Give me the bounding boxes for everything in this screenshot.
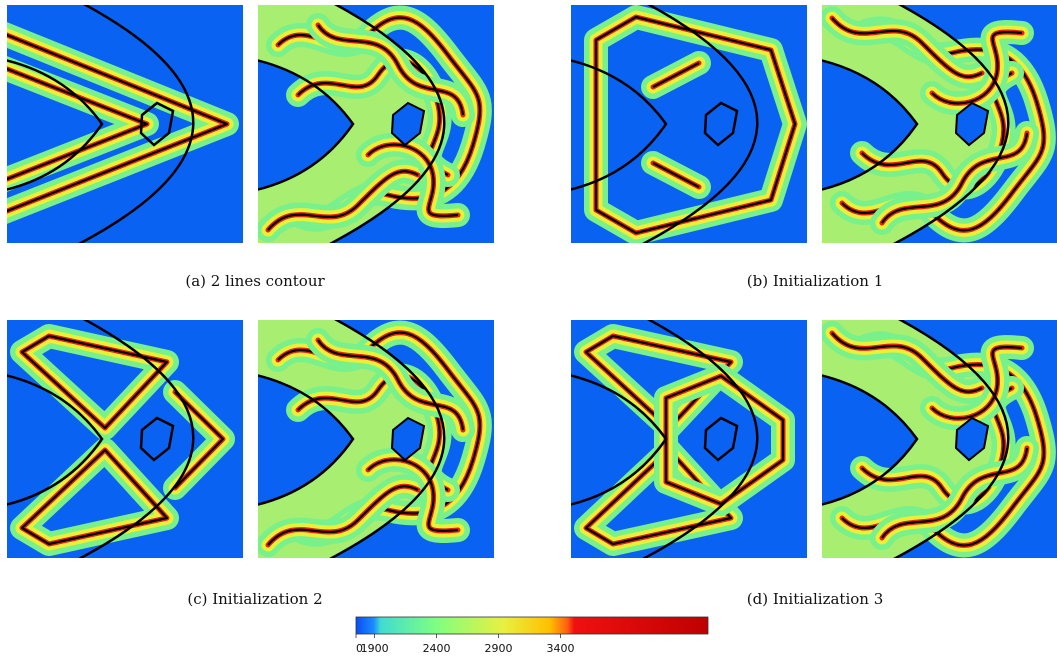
contour (584, 448, 733, 546)
hole (954, 416, 990, 462)
inner-boundary (571, 59, 668, 191)
inner-boundary (571, 374, 668, 506)
colorbar-tick-label: 1900 (361, 642, 389, 655)
hole (954, 101, 990, 147)
panel-content (822, 320, 1057, 558)
panel-content (571, 5, 807, 243)
panels (7, 5, 1057, 558)
contour (267, 485, 419, 546)
inner-boundary (258, 374, 355, 506)
optimized-panel (258, 320, 494, 558)
panel-content (7, 320, 243, 558)
contour (652, 162, 700, 188)
contour (367, 458, 459, 532)
outer-boundary (329, 5, 446, 243)
inner-boundary (258, 59, 355, 191)
panel-content (571, 320, 807, 558)
contour (20, 448, 169, 546)
optimized-panel (822, 320, 1057, 558)
contour (594, 15, 797, 235)
outer-boundary (78, 320, 195, 558)
hole (139, 101, 175, 147)
contour (267, 170, 419, 231)
caption: (d) Initialization 3 (747, 590, 884, 608)
initial-panel (571, 5, 807, 243)
optimized-panel (258, 5, 494, 243)
contour (652, 62, 700, 88)
optimized-panel (822, 5, 1057, 243)
caption: (c) Initialization 2 (187, 590, 322, 608)
contour (7, 67, 149, 181)
hole (390, 101, 426, 147)
colorbar-tick-label: 3400 (547, 642, 575, 655)
contour (20, 334, 169, 430)
panel-content (822, 5, 1057, 243)
contour (881, 447, 1029, 539)
contour (317, 339, 465, 431)
contour (584, 334, 733, 430)
contour (7, 33, 229, 213)
contour (881, 132, 1029, 224)
initial-panel (7, 5, 243, 243)
colorbar-tick-label: 2400 (423, 642, 451, 655)
outer-boundary (329, 320, 446, 558)
colorbar-tick-label: 2900 (485, 642, 513, 655)
inner-boundary (7, 59, 104, 191)
squiggles (258, 5, 492, 242)
initial-panel (571, 320, 807, 558)
panel-content (258, 320, 494, 558)
inner-boundary (822, 374, 919, 506)
squiggles (822, 6, 1056, 243)
colorbar-tick-label: 0 (356, 642, 363, 655)
panel-content (7, 5, 243, 243)
caption: (b) Initialization 1 (747, 272, 884, 290)
contour (317, 24, 465, 116)
outer-boundary (642, 5, 759, 243)
squiggles (822, 321, 1056, 558)
contour (367, 143, 459, 217)
contour (831, 332, 983, 393)
inner-boundary (7, 374, 104, 506)
panel-content (258, 5, 494, 243)
squiggles (258, 320, 492, 557)
hole (390, 416, 426, 462)
contour (664, 374, 785, 506)
initial-panel (7, 320, 243, 558)
caption: (a) 2 lines contour (185, 272, 325, 290)
hole (703, 416, 739, 462)
captions: (a) 2 lines contour (b) Initialization 1… (185, 272, 883, 608)
contour (931, 31, 1023, 105)
inner-boundary (822, 59, 919, 191)
contour (174, 391, 225, 489)
outer-boundary (893, 5, 1010, 243)
hole (139, 416, 175, 462)
outer-boundary (642, 320, 759, 558)
contour (931, 346, 1023, 420)
contour (831, 17, 983, 78)
outer-boundary (893, 320, 1010, 558)
hole (703, 101, 739, 147)
colorbar (355, 616, 709, 635)
outer-boundary (78, 5, 195, 243)
